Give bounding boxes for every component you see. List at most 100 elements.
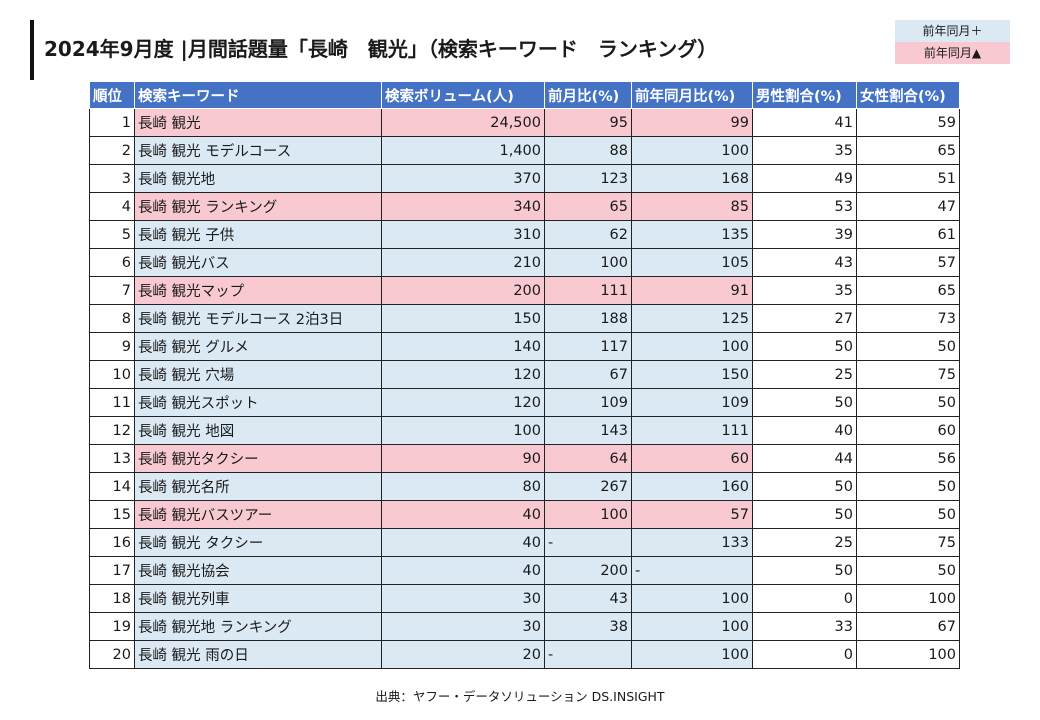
header-rank: 順位 xyxy=(89,81,135,109)
cell-keyword: 長崎 観光 地図 xyxy=(134,416,382,445)
cell-mom: 62 xyxy=(544,220,632,249)
cell-keyword: 長崎 観光マップ xyxy=(134,276,382,305)
cell-female: 61 xyxy=(856,220,960,249)
cell-female: 75 xyxy=(856,528,960,557)
cell-mom: 188 xyxy=(544,304,632,333)
table-body: 1 長崎 観光 24,500 95 99 41 59 2 長崎 観光 モデルコース 1,400 88… xyxy=(89,108,960,669)
cell-female: 50 xyxy=(856,472,960,501)
cell-volume: 30 xyxy=(381,612,545,641)
cell-yoy: 133 xyxy=(631,528,753,557)
table-row: 7 長崎 観光マップ 200 111 91 35 65 xyxy=(89,276,960,305)
cell-male: 50 xyxy=(752,556,857,585)
cell-keyword: 長崎 観光 モデルコース xyxy=(134,136,382,165)
cell-yoy: 60 xyxy=(631,444,753,473)
cell-volume: 150 xyxy=(381,304,545,333)
cell-female: 50 xyxy=(856,332,960,361)
table-row: 6 長崎 観光バス 210 100 105 43 57 xyxy=(89,248,960,277)
cell-male: 41 xyxy=(752,108,857,137)
cell-mom: 100 xyxy=(544,248,632,277)
cell-rank: 15 xyxy=(89,500,135,529)
cell-male: 33 xyxy=(752,612,857,641)
table-row: 2 長崎 観光 モデルコース 1,400 88 100 35 65 xyxy=(89,136,960,165)
cell-male: 50 xyxy=(752,500,857,529)
header-mom: 前月比(%) xyxy=(544,81,632,109)
cell-keyword: 長崎 観光 穴場 xyxy=(134,360,382,389)
cell-yoy: 100 xyxy=(631,612,753,641)
table-row: 1 長崎 観光 24,500 95 99 41 59 xyxy=(89,108,960,137)
cell-volume: 40 xyxy=(381,528,545,557)
cell-yoy: 125 xyxy=(631,304,753,333)
cell-volume: 40 xyxy=(381,500,545,529)
cell-mom: 67 xyxy=(544,360,632,389)
cell-female: 75 xyxy=(856,360,960,389)
cell-yoy: 91 xyxy=(631,276,753,305)
cell-keyword: 長崎 観光 タクシー xyxy=(134,528,382,557)
table-row: 4 長崎 観光 ランキング 340 65 85 53 47 xyxy=(89,192,960,221)
cell-keyword: 長崎 観光 子供 xyxy=(134,220,382,249)
cell-mom: 88 xyxy=(544,136,632,165)
cell-yoy: 168 xyxy=(631,164,753,193)
cell-yoy: 109 xyxy=(631,388,753,417)
cell-yoy: 135 xyxy=(631,220,753,249)
page-title: 2024年9月度 |月間話題量「長崎 観光」（検索キーワード ランキング） xyxy=(44,37,718,61)
table-row: 17 長崎 観光協会 40 200-50 50 xyxy=(89,556,960,585)
cell-rank: 11 xyxy=(89,388,135,417)
cell-male: 35 xyxy=(752,276,857,305)
cell-volume: 80 xyxy=(381,472,545,501)
header-female: 女性割合(%) xyxy=(856,81,960,109)
table-row: 19 長崎 観光地 ランキング 30 38 100 33 67 xyxy=(89,612,960,641)
cell-mom: 65 xyxy=(544,192,632,221)
color-legend: 前年同月＋ 前年同月▲ xyxy=(895,20,1010,64)
cell-female: 50 xyxy=(856,500,960,529)
cell-yoy: 105 xyxy=(631,248,753,277)
cell-yoy: 150 xyxy=(631,360,753,389)
cell-female: 60 xyxy=(856,416,960,445)
cell-keyword: 長崎 観光 雨の日 xyxy=(134,640,382,669)
cell-yoy: - xyxy=(631,556,753,585)
cell-volume: 310 xyxy=(381,220,545,249)
cell-mom: 64 xyxy=(544,444,632,473)
cell-female: 100 xyxy=(856,584,960,613)
legend-down-label: 前年同月▲ xyxy=(895,42,1010,64)
cell-female: 47 xyxy=(856,192,960,221)
cell-male: 35 xyxy=(752,136,857,165)
cell-keyword: 長崎 観光名所 xyxy=(134,472,382,501)
table-row: 14 長崎 観光名所 80 267 160 50 50 xyxy=(89,472,960,501)
cell-rank: 9 xyxy=(89,332,135,361)
cell-volume: 24,500 xyxy=(381,108,545,137)
cell-female: 65 xyxy=(856,276,960,305)
cell-male: 39 xyxy=(752,220,857,249)
header-male: 男性割合(%) xyxy=(752,81,857,109)
table-row: 9 長崎 観光 グルメ 140 117 100 50 50 xyxy=(89,332,960,361)
cell-rank: 2 xyxy=(89,136,135,165)
cell-mom: 111 xyxy=(544,276,632,305)
cell-volume: 370 xyxy=(381,164,545,193)
cell-rank: 14 xyxy=(89,472,135,501)
cell-male: 53 xyxy=(752,192,857,221)
cell-yoy: 100 xyxy=(631,332,753,361)
legend-up-label: 前年同月＋ xyxy=(895,20,1010,42)
cell-volume: 140 xyxy=(381,332,545,361)
cell-rank: 18 xyxy=(89,584,135,613)
cell-rank: 17 xyxy=(89,556,135,585)
cell-keyword: 長崎 観光 xyxy=(134,108,382,137)
cell-rank: 5 xyxy=(89,220,135,249)
cell-keyword: 長崎 観光バス xyxy=(134,248,382,277)
header-keyword: 検索キーワード xyxy=(134,81,382,109)
cell-keyword: 長崎 観光地 xyxy=(134,164,382,193)
cell-male: 50 xyxy=(752,388,857,417)
table-row: 18 長崎 観光列車 30 43 100 0 100 xyxy=(89,584,960,613)
cell-yoy: 100 xyxy=(631,584,753,613)
cell-mom: - xyxy=(544,528,632,557)
cell-rank: 3 xyxy=(89,164,135,193)
cell-keyword: 長崎 観光バスツアー xyxy=(134,500,382,529)
cell-keyword: 長崎 観光 モデルコース 2泊3日 xyxy=(134,304,382,333)
cell-female: 100 xyxy=(856,640,960,669)
cell-yoy: 100 xyxy=(631,640,753,669)
cell-volume: 210 xyxy=(381,248,545,277)
cell-keyword: 長崎 観光協会 xyxy=(134,556,382,585)
cell-male: 0 xyxy=(752,584,857,613)
cell-rank: 4 xyxy=(89,192,135,221)
cell-volume: 120 xyxy=(381,360,545,389)
cell-keyword: 長崎 観光地 ランキング xyxy=(134,612,382,641)
